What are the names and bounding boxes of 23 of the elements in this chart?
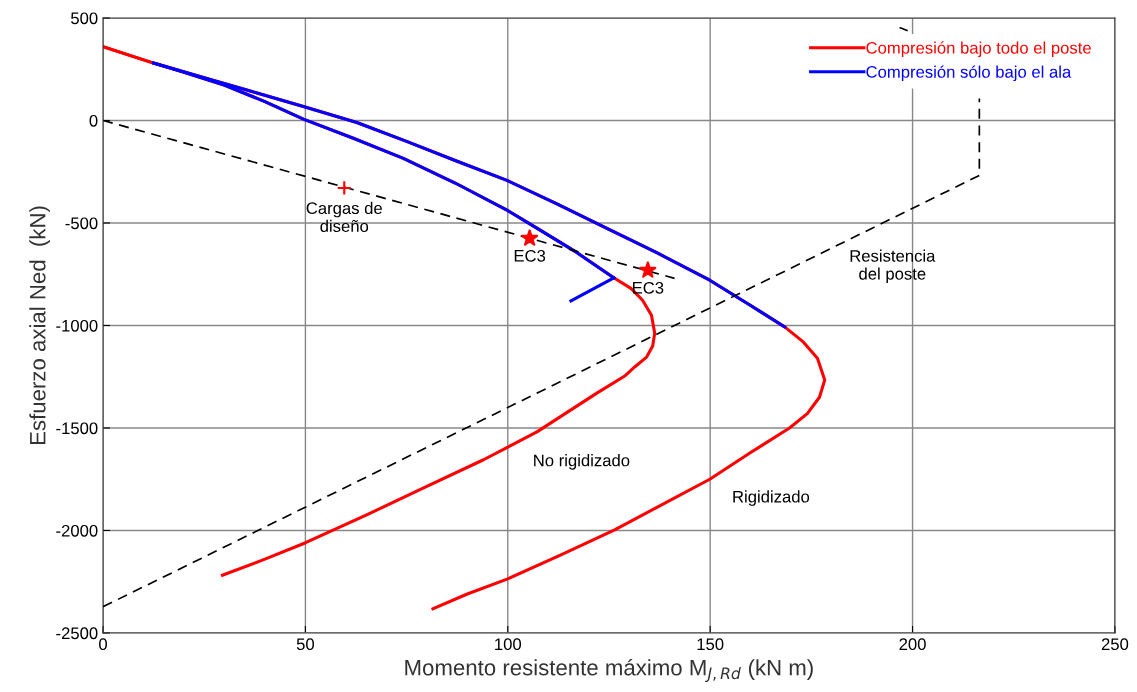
y-tick-label: -1000 bbox=[56, 319, 98, 332]
x-tick-label: 150 bbox=[697, 638, 724, 651]
x-tick-label: 50 bbox=[296, 638, 315, 651]
annotation: EC3 bbox=[632, 281, 664, 294]
y-tick-label: -500 bbox=[65, 217, 98, 230]
legend-label: Compresión sólo bajo el ala bbox=[866, 65, 1072, 82]
annotation: Resistencia del poste bbox=[850, 249, 936, 284]
annotation: EC3 bbox=[514, 249, 546, 262]
x-axis-title: Momento resistente máximo M$_{J,Rd}$ (kN m) bbox=[405, 658, 813, 683]
y-tick-label: -2500 bbox=[56, 627, 98, 640]
annotation: No rigidizado bbox=[534, 454, 630, 470]
x-tick-label: 200 bbox=[899, 638, 926, 651]
annotation: Rigidizado bbox=[733, 490, 810, 506]
x-tick-label: 100 bbox=[495, 638, 522, 651]
y-tick-label: -1500 bbox=[56, 422, 98, 435]
x-tick-label: 250 bbox=[1101, 638, 1129, 651]
y-tick-label: 0 bbox=[89, 114, 98, 127]
y-tick-label: -2000 bbox=[56, 524, 98, 537]
annotation: Cargas de diseño bbox=[306, 201, 382, 233]
legend-label: Compresión bajo todo el poste bbox=[866, 41, 1091, 58]
y-tick-label: 500 bbox=[71, 12, 98, 25]
y-axis-title: Esfuerzo axial Ned (kN) bbox=[29, 206, 50, 445]
x-tick-label: 0 bbox=[99, 638, 107, 651]
